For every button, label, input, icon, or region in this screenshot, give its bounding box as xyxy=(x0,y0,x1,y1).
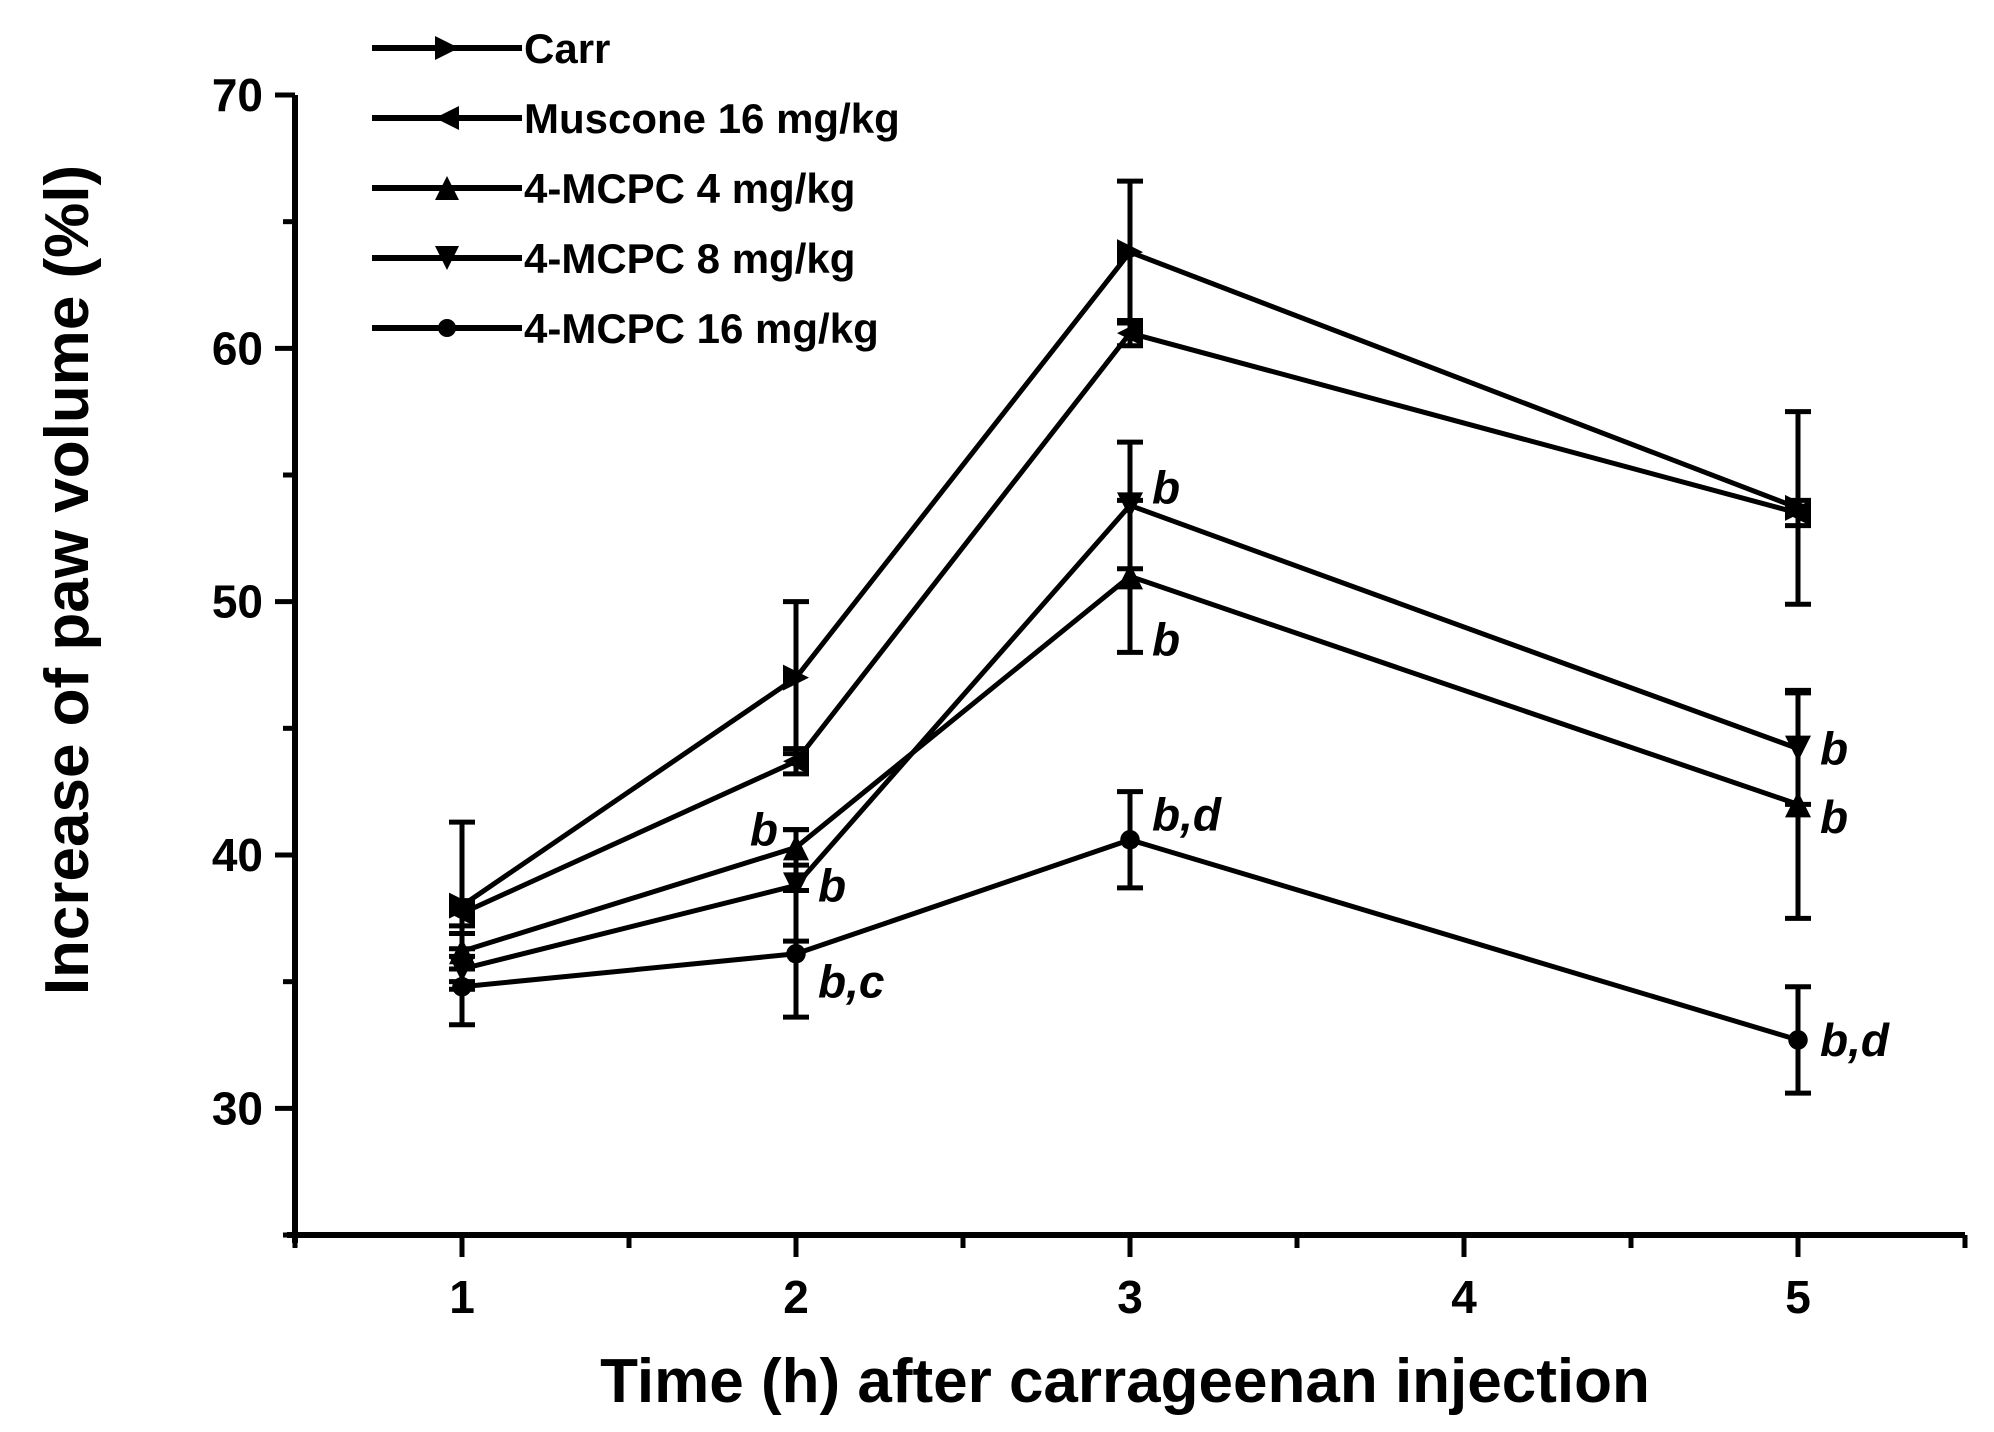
x-tick-label: 3 xyxy=(1117,1271,1143,1323)
data-point xyxy=(452,976,472,997)
data-point xyxy=(783,664,809,691)
significance-label: b,c xyxy=(818,956,884,1008)
data-point xyxy=(1117,239,1143,266)
significance-label: b xyxy=(1820,791,1848,843)
legend-marker xyxy=(438,319,456,337)
y-tick-label: 70 xyxy=(212,69,263,121)
y-tick-label: 30 xyxy=(212,1082,263,1134)
legend-label: 4-MCPC 16 mg/kg xyxy=(524,305,879,352)
data-point xyxy=(1788,1030,1808,1050)
x-tick-label: 4 xyxy=(1451,1271,1477,1323)
series-line xyxy=(461,573,1799,954)
data-point xyxy=(1785,500,1811,526)
y-tick-label: 50 xyxy=(212,576,263,628)
legend-label: Muscone 16 mg/kg xyxy=(524,95,900,142)
significance-label: b xyxy=(750,804,778,856)
x-tick-label: 1 xyxy=(449,1271,475,1323)
significance-label: b xyxy=(1152,462,1180,514)
legend-marker xyxy=(435,36,459,60)
data-point xyxy=(786,944,806,964)
x-tick-label: 2 xyxy=(783,1271,809,1323)
y-tick-label: 60 xyxy=(212,322,263,374)
legend-marker xyxy=(435,106,459,130)
data-point xyxy=(1117,563,1143,590)
data-point xyxy=(449,900,475,927)
significance-label: b,d xyxy=(1820,1014,1890,1066)
significance-label: b,d xyxy=(1152,788,1222,840)
y-axis-title: Increase of paw volume (%l) xyxy=(33,165,102,995)
data-point xyxy=(783,872,809,899)
data-point xyxy=(1117,492,1143,519)
x-tick-label: 5 xyxy=(1785,1271,1811,1323)
series-line xyxy=(460,249,1799,908)
series-line xyxy=(461,837,1799,1043)
data-point xyxy=(783,748,809,775)
legend-label: 4-MCPC 4 mg/kg xyxy=(524,165,855,212)
legend-label: 4-MCPC 8 mg/kg xyxy=(524,235,855,282)
significance-label: b xyxy=(1820,723,1848,775)
significance-label: b xyxy=(818,859,846,911)
significance-label: b xyxy=(1152,614,1180,666)
data-point xyxy=(1785,735,1811,762)
legend-label: Carr xyxy=(524,25,610,72)
series-line xyxy=(460,330,1799,916)
x-axis-title: Time (h) after carrageenan injection xyxy=(600,1347,1650,1416)
data-point xyxy=(1117,320,1143,347)
legend-marker xyxy=(435,246,459,270)
series-line xyxy=(461,502,1799,972)
legend-marker xyxy=(435,176,459,200)
y-tick-label: 40 xyxy=(212,829,263,881)
data-point xyxy=(1120,830,1140,850)
